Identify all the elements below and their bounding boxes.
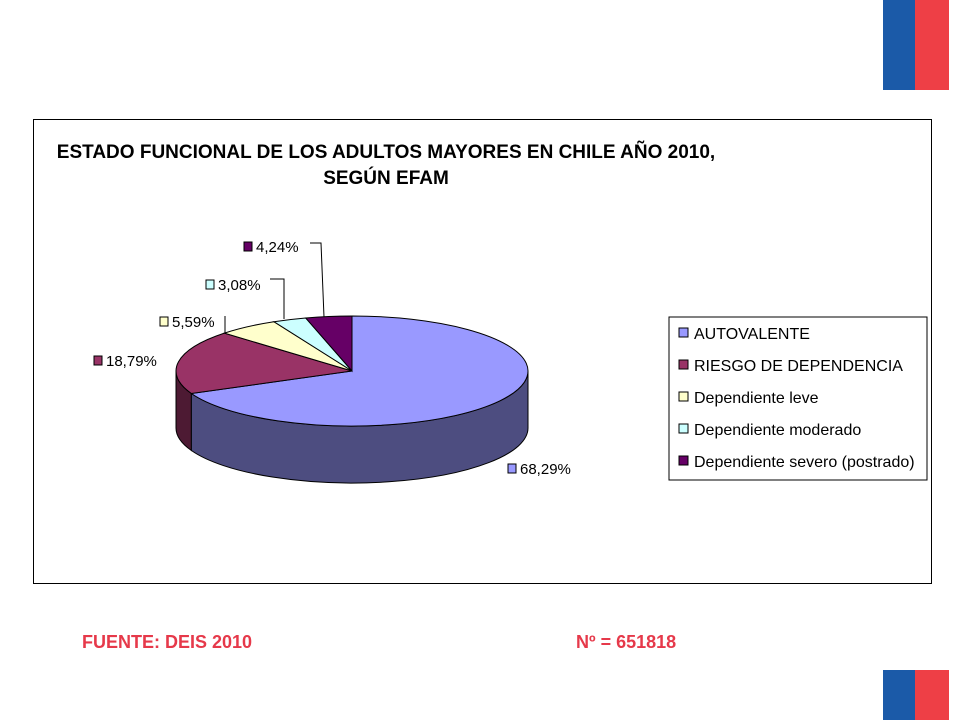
legend-label-autovalente: AUTOVALENTE [694,326,810,343]
chart-title-line: ESTADO FUNCIONAL DE LOS ADULTOS MAYORES … [57,141,715,163]
pie-slice-riesgo-de-dependencia [175,332,353,395]
data-label-swatch-dependiente-severo-postrado [243,241,253,252]
legend-swatch-autovalente [678,327,689,338]
data-label-swatch-dependiente-moderado [205,279,215,290]
data-label-swatch-dependiente-leve [159,316,169,327]
legend-box [668,316,928,481]
legend-label-riesgo-de-dependencia: RIESGO DE DEPENDENCIA [694,358,903,375]
leader-line-dependiente-moderado [270,278,285,319]
pie-slices [175,315,529,484]
source-note: FUENTE: DEIS 2010 [82,632,253,652]
flag-logo-top [883,0,949,90]
pie-chart: ESTADO FUNCIONAL DE LOS ADULTOS MAYORES … [57,141,928,484]
pie-chart-panel: ESTADO FUNCIONAL DE LOS ADULTOS MAYORES … [33,119,932,584]
leader-line-dependiente-severo-postrado [310,242,325,318]
chart-legend: AUTOVALENTE RIESGO DE DEPENDENCIA Dependie… [668,316,928,481]
legend-swatch-dependiente-leve [678,391,689,402]
data-label-autovalente: 68,29% [520,461,571,478]
data-labels: 68,29% 18,79% 5,59% 3,08% 4,24% [93,239,571,478]
pie-slice-autovalente [190,315,529,427]
legend-label-dependiente-leve: Dependiente leve [694,390,819,407]
data-label-swatch-autovalente [507,463,517,474]
chart-title-line: SEGÚN EFAM [323,167,449,189]
pie-slice-dependiente-severo-postrado [304,315,353,373]
legend-swatch-dependiente-moderado [678,423,689,434]
data-label-swatch-riesgo-de-dependencia [93,355,103,366]
legend-swatch-riesgo-de-dependencia [678,359,689,370]
chart-title: ESTADO FUNCIONAL DE LOS ADULTOS MAYORES … [57,141,715,189]
data-label-riesgo-de-dependencia: 18,79% [106,353,157,370]
data-label-dependiente-moderado: 3,08% [218,277,261,294]
legend-label-dependiente-moderado: Dependiente moderado [694,422,861,439]
data-label-dependiente-severo-postrado: 4,24% [256,239,299,256]
data-label-dependiente-leve: 5,59% [172,314,215,331]
legend-label-dependiente-severo-postrado: Dependiente severo (postrado) [694,454,915,471]
legend-swatch-dependiente-severo-postrado [678,455,689,466]
flag-logo-bottom [883,670,949,720]
sample-size-note: Nº = 651818 [576,632,677,652]
